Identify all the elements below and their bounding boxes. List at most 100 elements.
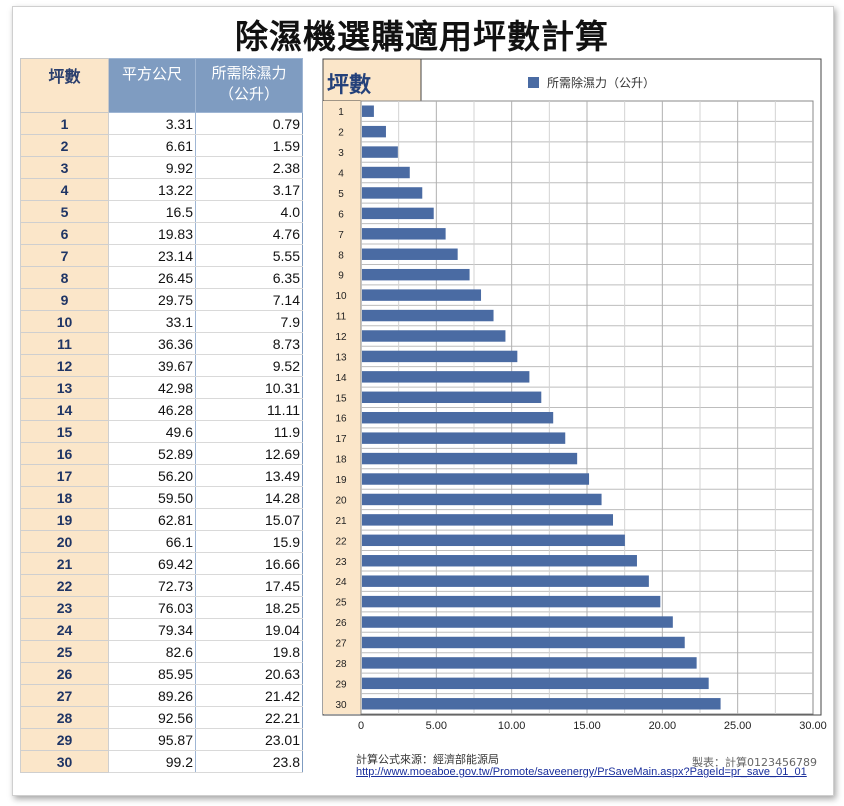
bar-5	[362, 187, 423, 199]
table-row: 27 89.26 21.42	[20, 684, 303, 707]
category-label: 6	[338, 209, 344, 220]
table-row: 5 16.5 4.0	[20, 200, 303, 223]
legend-swatch	[528, 77, 539, 88]
table-row: 26 85.95 20.63	[20, 662, 303, 685]
cell-ping: 21	[20, 552, 109, 575]
category-label: 30	[335, 700, 347, 711]
table-row: 29 95.87 23.01	[20, 728, 303, 751]
bar-21	[362, 514, 614, 526]
bar-22	[362, 534, 625, 547]
bar-12	[362, 330, 506, 342]
data-table: 坪數 平方公尺 所需除濕力 （公升） 1 3.31 0.79 2 6.61 1.59 3 9.9…	[20, 58, 303, 773]
table-row: 20 66.1 15.9	[20, 530, 303, 553]
bar-23	[362, 555, 637, 567]
category-label: 22	[335, 536, 347, 547]
cell-capacity: 22.21	[195, 706, 303, 729]
table-header-row: 坪數 平方公尺 所需除濕力 （公升）	[20, 58, 303, 113]
bar-24	[362, 575, 649, 587]
cell-capacity: 7.14	[195, 288, 303, 311]
table-row: 3 9.92 2.38	[20, 156, 303, 179]
bar-1	[362, 105, 374, 117]
cell-ping: 1	[20, 112, 109, 135]
cell-capacity: 23.01	[195, 728, 303, 751]
bar-15	[362, 391, 542, 404]
cell-ping: 7	[20, 244, 109, 267]
cell-capacity: 14.28	[195, 486, 303, 509]
cell-ping: 6	[20, 222, 109, 245]
category-label: 16	[335, 414, 347, 425]
bar-2	[362, 125, 386, 138]
bar-28	[362, 657, 697, 669]
y-axis-title: 坪數	[327, 73, 371, 98]
cell-sqm: 23.14	[108, 244, 196, 267]
cell-ping: 2	[20, 134, 109, 157]
cell-capacity: 17.45	[195, 574, 303, 597]
category-label: 26	[335, 618, 347, 629]
cell-capacity: 11.11	[195, 398, 303, 421]
category-label: 21	[335, 516, 347, 527]
table-row: 9 29.75 7.14	[20, 288, 303, 311]
cell-capacity: 7.9	[195, 310, 303, 333]
cell-sqm: 69.42	[108, 552, 196, 575]
bar-16	[362, 411, 554, 424]
cell-capacity: 3.17	[195, 178, 303, 201]
category-label: 24	[335, 577, 347, 588]
table-row: 18 59.50 14.28	[20, 486, 303, 509]
cell-sqm: 99.2	[108, 750, 196, 773]
bar-9	[362, 268, 470, 281]
cell-capacity: 2.38	[195, 156, 303, 179]
table-row: 12 39.67 9.52	[20, 354, 303, 377]
table-row: 30 99.2 23.8	[20, 750, 303, 773]
category-label: 19	[335, 475, 347, 486]
bar-6	[362, 207, 434, 220]
cell-ping: 26	[20, 662, 109, 685]
table-row: 11 36.36 8.73	[20, 332, 303, 355]
table-row: 13 42.98 10.31	[20, 376, 303, 399]
category-label: 5	[338, 189, 344, 200]
y-axis-label-band	[323, 101, 361, 714]
cell-ping: 5	[20, 200, 109, 223]
cell-ping: 16	[20, 442, 109, 465]
cell-ping: 10	[20, 310, 109, 333]
cell-sqm: 3.31	[108, 112, 196, 135]
cell-ping: 19	[20, 508, 109, 531]
cell-ping: 4	[20, 178, 109, 201]
table-row: 22 72.73 17.45	[20, 574, 303, 597]
cell-capacity: 1.59	[195, 134, 303, 157]
x-tick-label: 0	[358, 720, 364, 732]
cell-ping: 14	[20, 398, 109, 421]
category-label: 8	[338, 250, 344, 261]
cell-ping: 11	[20, 332, 109, 355]
category-label: 14	[335, 373, 347, 384]
cell-ping: 20	[20, 530, 109, 553]
category-label: 3	[338, 148, 344, 159]
table-row: 1 3.31 0.79	[20, 112, 303, 135]
category-label: 29	[335, 679, 347, 690]
category-label: 2	[338, 128, 344, 139]
x-tick-label: 10.00	[498, 720, 526, 732]
cell-ping: 30	[20, 750, 109, 773]
bar-7	[362, 228, 446, 240]
cell-sqm: 52.89	[108, 442, 196, 465]
cell-capacity: 10.31	[195, 376, 303, 399]
cell-sqm: 56.20	[108, 464, 196, 487]
cell-ping: 3	[20, 156, 109, 179]
page-title: 除濕機選購適用坪數計算	[235, 17, 609, 56]
cell-capacity: 23.8	[195, 750, 303, 773]
bar-19	[362, 473, 590, 485]
col-header-capacity: 所需除濕力 （公升）	[195, 58, 303, 113]
source-link[interactable]: http://www.moeaboe.gov.tw/Promote/saveen…	[356, 766, 807, 778]
bar-14	[362, 371, 530, 383]
table-row: 10 33.1 7.9	[20, 310, 303, 333]
category-label: 10	[335, 291, 347, 302]
category-label: 9	[338, 271, 344, 282]
cell-ping: 17	[20, 464, 109, 487]
cell-sqm: 39.67	[108, 354, 196, 377]
maker-label: 製表：計算0123456789	[692, 756, 817, 769]
cell-sqm: 79.34	[108, 618, 196, 641]
cell-sqm: 66.1	[108, 530, 196, 553]
category-label: 1	[338, 107, 344, 118]
category-label: 15	[335, 393, 347, 404]
bar-18	[362, 452, 578, 465]
cell-ping: 22	[20, 574, 109, 597]
